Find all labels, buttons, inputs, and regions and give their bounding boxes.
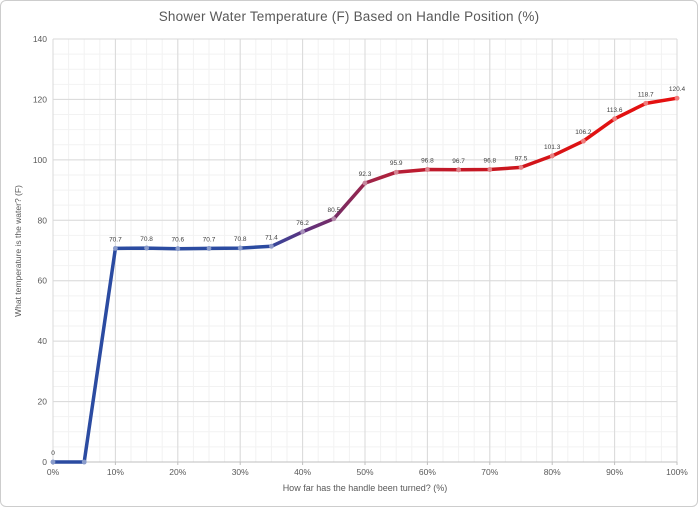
data-point-marker-highlight	[612, 116, 617, 122]
x-tick-label: 10%	[107, 467, 124, 477]
data-point-label: 70.8	[234, 236, 247, 243]
data-point-label: 113.6	[607, 107, 623, 114]
data-point-marker	[393, 169, 399, 175]
data-point-marker-highlight	[81, 459, 87, 465]
data-point-marker	[456, 167, 461, 173]
data-point-marker	[331, 216, 337, 222]
data-point-marker	[581, 138, 586, 144]
x-tick-label: 20%	[169, 467, 186, 477]
data-point-label: 92.3	[359, 171, 372, 178]
data-point-marker	[425, 167, 430, 172]
data-point-marker	[487, 167, 493, 172]
data-point-marker-highlight	[175, 246, 181, 252]
data-point-marker	[643, 100, 649, 106]
data-point-label: 0	[51, 450, 55, 457]
y-tick-label: 20	[38, 397, 48, 407]
y-tick-label: 80	[38, 215, 48, 225]
x-tick-label: 40%	[294, 467, 311, 477]
y-tick-label: 100	[33, 155, 47, 165]
data-point-marker-highlight	[113, 245, 118, 251]
y-tick-label: 140	[33, 34, 47, 44]
data-point-label: 97.5	[515, 155, 528, 162]
data-point-marker	[269, 243, 274, 249]
data-point-marker-highlight	[144, 245, 150, 251]
data-point-marker-highlight	[518, 165, 524, 170]
data-point-marker-highlight	[237, 245, 243, 251]
y-tick-label: 120	[33, 94, 47, 104]
data-point-marker-highlight	[643, 100, 649, 106]
data-point-marker-highlight	[331, 216, 337, 222]
data-point-label: 96.8	[483, 158, 496, 165]
x-tick-label: 50%	[356, 467, 373, 477]
data-point-marker-highlight	[50, 459, 56, 465]
chart-title: Shower Water Temperature (F) Based on Ha…	[158, 9, 540, 24]
data-point-marker	[113, 245, 118, 251]
y-tick-label: 40	[38, 336, 48, 346]
data-point-marker	[549, 153, 555, 159]
data-point-label: 106.2	[575, 129, 592, 136]
data-point-label: 96.7	[452, 158, 465, 165]
data-point-marker	[206, 245, 212, 251]
data-point-marker-highlight	[674, 95, 680, 101]
data-point-marker-highlight	[456, 167, 461, 173]
data-point-marker	[362, 180, 368, 186]
y-tick-label: 60	[38, 276, 48, 286]
data-point-label: 80.5	[327, 207, 340, 214]
data-point-label: 101.3	[544, 144, 561, 151]
x-tick-label: 90%	[606, 467, 623, 477]
data-point-label: 96.8	[421, 158, 434, 165]
data-point-marker	[518, 165, 524, 170]
y-tick-label: 0	[42, 457, 47, 467]
data-point-marker-highlight	[206, 245, 212, 251]
data-point-marker-highlight	[269, 243, 274, 249]
data-point-label: 70.7	[109, 236, 122, 243]
data-point-marker	[175, 246, 181, 252]
data-point-label: 71.4	[265, 234, 278, 241]
data-point-marker	[81, 459, 87, 465]
data-point-marker	[612, 116, 617, 122]
data-point-label: 76.2	[296, 220, 309, 227]
data-point-marker-highlight	[362, 180, 368, 186]
data-point-marker-highlight	[581, 138, 586, 144]
data-point-marker	[237, 245, 243, 251]
x-axis-title: How far has the handle been turned? (%)	[282, 483, 448, 493]
data-point-marker	[144, 245, 150, 251]
data-point-marker-highlight	[549, 153, 555, 159]
x-tick-label: 0%	[47, 467, 60, 477]
x-tick-label: 60%	[419, 467, 436, 477]
data-point-marker-highlight	[393, 169, 399, 175]
data-point-marker-highlight	[425, 167, 430, 172]
data-point-marker	[50, 459, 56, 465]
x-tick-label: 100%	[666, 467, 688, 477]
data-point-marker-highlight	[487, 167, 493, 172]
data-point-label: 95.9	[390, 160, 403, 167]
x-tick-label: 70%	[481, 467, 498, 477]
data-point-label: 120.4	[669, 86, 686, 93]
data-point-label: 70.8	[140, 236, 153, 243]
x-tick-label: 30%	[232, 467, 249, 477]
data-point-marker	[300, 229, 305, 235]
data-point-label: 118.7	[638, 91, 654, 98]
data-point-marker	[674, 95, 680, 101]
data-point-label: 70.7	[203, 236, 216, 243]
data-point-marker-highlight	[300, 229, 305, 235]
data-point-label: 70.6	[171, 237, 184, 244]
x-tick-label: 80%	[544, 467, 561, 477]
y-axis-title: What temperature is the water? (F)	[13, 185, 23, 317]
